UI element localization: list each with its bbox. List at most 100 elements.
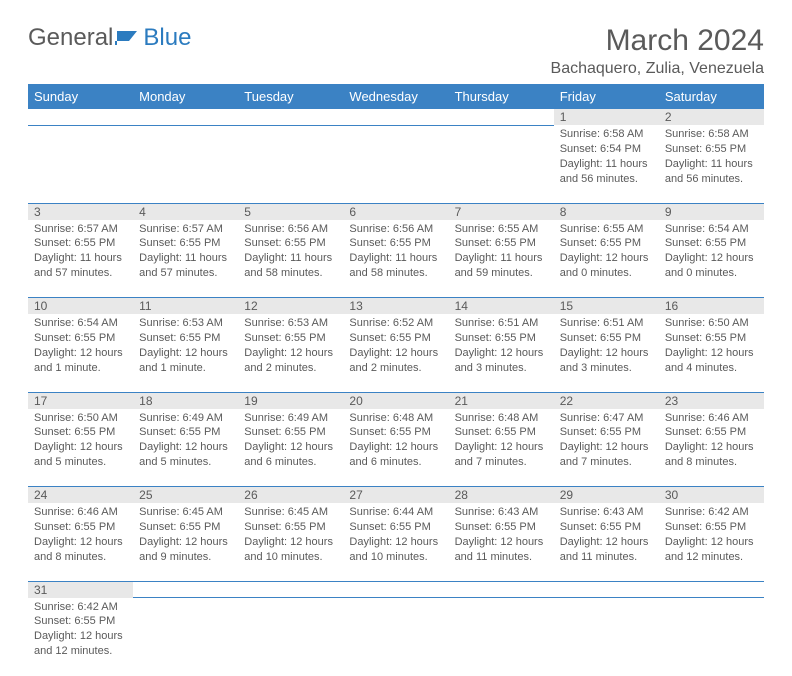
day-ss: Sunset: 6:55 PM: [349, 236, 442, 251]
day-body-row: Sunrise: 6:42 AMSunset: 6:55 PMDaylight:…: [28, 598, 764, 676]
day-sr: Sunrise: 6:58 AM: [560, 127, 653, 142]
day-number-cell: 8: [554, 203, 659, 220]
day-body-cell: Sunrise: 6:45 AMSunset: 6:55 PMDaylight:…: [238, 503, 343, 581]
day-number-cell: 15: [554, 298, 659, 315]
day-body-cell: Sunrise: 6:56 AMSunset: 6:55 PMDaylight:…: [238, 220, 343, 298]
day-number: 21: [455, 394, 468, 408]
day-dl: Daylight: 12 hours and 2 minutes.: [244, 346, 337, 376]
day-body-cell: [238, 125, 343, 203]
day-details: Sunrise: 6:48 AMSunset: 6:55 PMDaylight:…: [449, 409, 554, 474]
day-sr: Sunrise: 6:49 AM: [139, 411, 232, 426]
day-details: Sunrise: 6:43 AMSunset: 6:55 PMDaylight:…: [554, 503, 659, 568]
day-ss: Sunset: 6:55 PM: [560, 236, 653, 251]
day-body-row: Sunrise: 6:57 AMSunset: 6:55 PMDaylight:…: [28, 220, 764, 298]
day-ss: Sunset: 6:55 PM: [665, 520, 758, 535]
day-body-row: Sunrise: 6:54 AMSunset: 6:55 PMDaylight:…: [28, 314, 764, 392]
day-ss: Sunset: 6:55 PM: [455, 331, 548, 346]
day-ss: Sunset: 6:55 PM: [560, 425, 653, 440]
day-number-cell: 25: [133, 487, 238, 504]
day-ss: Sunset: 6:55 PM: [34, 425, 127, 440]
day-number-cell: 1: [554, 109, 659, 125]
day-sr: Sunrise: 6:45 AM: [244, 505, 337, 520]
day-number-cell: 13: [343, 298, 448, 315]
day-number: 27: [349, 488, 362, 502]
day-details: Sunrise: 6:44 AMSunset: 6:55 PMDaylight:…: [343, 503, 448, 568]
day-details: Sunrise: 6:47 AMSunset: 6:55 PMDaylight:…: [554, 409, 659, 474]
day-number: 8: [560, 205, 567, 219]
day-ss: Sunset: 6:55 PM: [139, 331, 232, 346]
day-details: Sunrise: 6:45 AMSunset: 6:55 PMDaylight:…: [238, 503, 343, 568]
day-dl: Daylight: 11 hours and 58 minutes.: [349, 251, 442, 281]
day-sr: Sunrise: 6:51 AM: [455, 316, 548, 331]
day-details: Sunrise: 6:46 AMSunset: 6:55 PMDaylight:…: [28, 503, 133, 568]
day-number-cell: [449, 581, 554, 598]
day-sr: Sunrise: 6:47 AM: [560, 411, 653, 426]
day-sr: Sunrise: 6:46 AM: [34, 505, 127, 520]
day-number: 31: [34, 583, 47, 597]
day-dl: Daylight: 12 hours and 1 minute.: [139, 346, 232, 376]
day-sr: Sunrise: 6:43 AM: [455, 505, 548, 520]
day-ss: Sunset: 6:55 PM: [455, 520, 548, 535]
day-number: 29: [560, 488, 573, 502]
day-details: Sunrise: 6:42 AMSunset: 6:55 PMDaylight:…: [28, 598, 133, 663]
day-dl: Daylight: 11 hours and 57 minutes.: [34, 251, 127, 281]
day-details: Sunrise: 6:55 AMSunset: 6:55 PMDaylight:…: [449, 220, 554, 285]
day-ss: Sunset: 6:55 PM: [560, 520, 653, 535]
day-details: Sunrise: 6:53 AMSunset: 6:55 PMDaylight:…: [238, 314, 343, 379]
day-number-cell: 16: [659, 298, 764, 315]
day-ss: Sunset: 6:55 PM: [665, 425, 758, 440]
weekday-header: Saturday: [659, 84, 764, 109]
day-body-cell: Sunrise: 6:57 AMSunset: 6:55 PMDaylight:…: [133, 220, 238, 298]
logo: General Blue: [28, 24, 191, 52]
day-body-cell: Sunrise: 6:54 AMSunset: 6:55 PMDaylight:…: [659, 220, 764, 298]
title-block: March 2024 Bachaquero, Zulia, Venezuela: [551, 24, 764, 78]
day-body-cell: Sunrise: 6:48 AMSunset: 6:55 PMDaylight:…: [343, 409, 448, 487]
day-number-cell: 27: [343, 487, 448, 504]
day-dl: Daylight: 12 hours and 7 minutes.: [455, 440, 548, 470]
day-body-cell: Sunrise: 6:54 AMSunset: 6:55 PMDaylight:…: [28, 314, 133, 392]
day-sr: Sunrise: 6:42 AM: [665, 505, 758, 520]
day-number: 11: [139, 299, 151, 313]
day-number-cell: 4: [133, 203, 238, 220]
day-number: 14: [455, 299, 468, 313]
day-dl: Daylight: 12 hours and 2 minutes.: [349, 346, 442, 376]
day-ss: Sunset: 6:55 PM: [34, 614, 127, 629]
day-sr: Sunrise: 6:54 AM: [34, 316, 127, 331]
day-number-cell: [28, 109, 133, 125]
day-body-cell: Sunrise: 6:42 AMSunset: 6:55 PMDaylight:…: [28, 598, 133, 676]
day-dl: Daylight: 11 hours and 59 minutes.: [455, 251, 548, 281]
weekday-header: Thursday: [449, 84, 554, 109]
day-dl: Daylight: 12 hours and 12 minutes.: [665, 535, 758, 565]
day-number-cell: 14: [449, 298, 554, 315]
day-ss: Sunset: 6:55 PM: [349, 520, 442, 535]
day-dl: Daylight: 12 hours and 7 minutes.: [560, 440, 653, 470]
day-number: 1: [560, 110, 567, 124]
day-sr: Sunrise: 6:49 AM: [244, 411, 337, 426]
day-number: 28: [455, 488, 468, 502]
day-number: 2: [665, 110, 672, 124]
day-sr: Sunrise: 6:46 AM: [665, 411, 758, 426]
day-sr: Sunrise: 6:43 AM: [560, 505, 653, 520]
day-body-cell: Sunrise: 6:58 AMSunset: 6:54 PMDaylight:…: [554, 125, 659, 203]
day-body-cell: Sunrise: 6:44 AMSunset: 6:55 PMDaylight:…: [343, 503, 448, 581]
day-details: Sunrise: 6:45 AMSunset: 6:55 PMDaylight:…: [133, 503, 238, 568]
day-number-cell: 22: [554, 392, 659, 409]
day-number-cell: 21: [449, 392, 554, 409]
day-number: 4: [139, 205, 146, 219]
day-dl: Daylight: 12 hours and 8 minutes.: [34, 535, 127, 565]
day-ss: Sunset: 6:55 PM: [455, 425, 548, 440]
day-dl: Daylight: 11 hours and 56 minutes.: [665, 157, 758, 187]
day-number-cell: 2: [659, 109, 764, 125]
day-number-cell: 3: [28, 203, 133, 220]
day-number-cell: [133, 109, 238, 125]
day-details: Sunrise: 6:51 AMSunset: 6:55 PMDaylight:…: [449, 314, 554, 379]
day-details: Sunrise: 6:55 AMSunset: 6:55 PMDaylight:…: [554, 220, 659, 285]
day-dl: Daylight: 12 hours and 0 minutes.: [560, 251, 653, 281]
day-sr: Sunrise: 6:56 AM: [349, 222, 442, 237]
day-number-cell: 20: [343, 392, 448, 409]
weekday-header: Monday: [133, 84, 238, 109]
weekday-header: Sunday: [28, 84, 133, 109]
day-ss: Sunset: 6:55 PM: [349, 425, 442, 440]
day-number: 25: [139, 488, 152, 502]
day-number: 3: [34, 205, 41, 219]
